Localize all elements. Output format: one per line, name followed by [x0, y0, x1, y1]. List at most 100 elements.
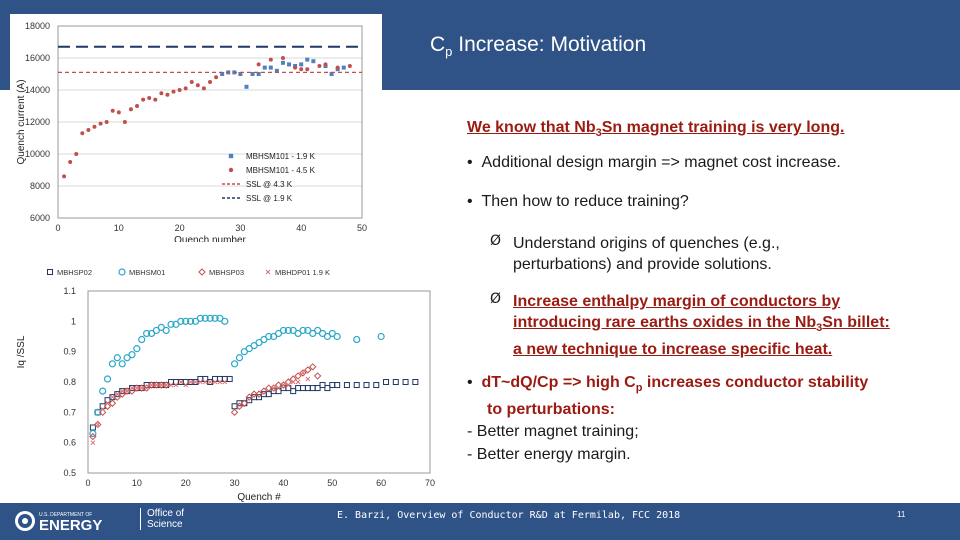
data-point — [100, 406, 106, 412]
y-axis-label: Iq /SSL — [16, 335, 27, 368]
data-point — [122, 120, 127, 124]
benefits-list: - Better magnet training; - Better energy… — [467, 420, 639, 466]
data-point — [62, 174, 67, 179]
data-point — [222, 379, 228, 385]
data-point — [157, 381, 165, 389]
data-point — [108, 360, 117, 368]
data-point — [269, 384, 278, 392]
data-point — [99, 387, 107, 395]
data-point — [187, 317, 195, 325]
data-point — [143, 329, 151, 338]
bullet-dot: • — [467, 154, 473, 171]
data-point — [309, 363, 317, 371]
data-point — [98, 408, 107, 417]
data-point — [193, 379, 198, 385]
data-point — [104, 120, 109, 124]
data-point — [110, 108, 115, 113]
plot-frame — [87, 290, 431, 474]
data-point — [244, 84, 249, 89]
legend-swatch — [118, 268, 126, 276]
y-tick-label: 6000 — [30, 213, 50, 223]
logo-small-text: U.S. DEPARTMENT OF — [39, 512, 92, 518]
data-point — [279, 381, 288, 389]
data-point — [265, 391, 272, 398]
data-point — [86, 128, 91, 132]
y-axis-label: Quench current (A) — [16, 79, 27, 164]
data-point — [214, 75, 219, 80]
data-point — [110, 394, 115, 400]
data-point — [114, 391, 120, 397]
data-point — [323, 62, 328, 67]
data-point — [90, 440, 96, 446]
x-tick-label: 20 — [175, 223, 185, 233]
y-tick-label: 0.5 — [63, 468, 76, 478]
data-point — [246, 397, 253, 404]
data-point — [201, 314, 209, 322]
data-point — [333, 332, 341, 341]
data-point — [285, 382, 291, 388]
data-point — [217, 379, 223, 385]
data-point — [128, 351, 136, 359]
legend-label: MBHSM101 - 1.9 K — [246, 152, 316, 161]
data-point — [276, 385, 281, 391]
data-point — [262, 65, 267, 70]
data-point — [274, 68, 279, 73]
x-tick-label: 0 — [85, 478, 90, 488]
data-point — [192, 379, 199, 385]
data-point — [182, 317, 190, 325]
y-tick-label: 8000 — [30, 181, 50, 191]
data-point — [138, 335, 146, 344]
legend-label: SSL @ 4.3 K — [246, 180, 293, 189]
data-point — [305, 376, 311, 382]
data-point — [255, 390, 263, 398]
data-point — [206, 314, 214, 322]
data-point — [363, 382, 370, 389]
data-point — [128, 107, 133, 112]
data-point — [208, 80, 212, 84]
data-point — [108, 399, 117, 407]
x-tick-label: 10 — [132, 478, 142, 488]
data-point — [230, 408, 239, 417]
page-number: 11 — [897, 510, 906, 519]
data-point — [139, 385, 145, 391]
arrow-bullet-1: Ø — [490, 233, 502, 249]
data-point — [280, 60, 285, 65]
y-tick-label: 16000 — [25, 53, 50, 63]
x-tick-label: 30 — [235, 223, 245, 233]
data-point — [256, 394, 262, 401]
data-point — [317, 64, 322, 68]
data-point — [74, 152, 79, 156]
quench-current-chart-panel: 6000 8000 10000 12000 14000 16000 18000 0 10 20 30… — [10, 14, 382, 246]
data-point — [212, 379, 218, 385]
data-point — [188, 379, 193, 385]
bullet-reduce-training: • Then how to reduce training? — [467, 193, 689, 210]
data-point — [141, 97, 146, 102]
data-point — [290, 388, 297, 395]
data-point — [103, 375, 112, 383]
y-tick-label: 18000 — [25, 21, 50, 31]
logo-big-text: ENERGY — [39, 517, 102, 534]
data-point — [196, 314, 204, 322]
data-point — [168, 382, 174, 388]
legend-swatch — [198, 268, 206, 276]
data-point — [144, 385, 149, 391]
data-point — [211, 314, 219, 322]
data-point — [113, 393, 122, 401]
data-point — [299, 67, 304, 72]
arrow-item-origins: Understand origins of quenches (e.g., per… — [513, 235, 780, 273]
data-point — [329, 382, 336, 389]
data-point — [268, 65, 273, 70]
x-tick-label: 70 — [425, 478, 435, 488]
doe-seal-icon: U.S. DEPARTMENT OF ENERGY — [15, 511, 102, 534]
data-point — [118, 390, 126, 398]
data-point — [147, 381, 156, 389]
data-point — [95, 422, 101, 427]
data-point — [250, 72, 255, 76]
data-point — [304, 385, 311, 392]
data-point — [201, 86, 206, 91]
data-point — [271, 385, 277, 391]
data-point — [134, 385, 140, 391]
data-point — [162, 381, 170, 389]
data-point — [133, 345, 141, 353]
data-point — [353, 382, 360, 389]
